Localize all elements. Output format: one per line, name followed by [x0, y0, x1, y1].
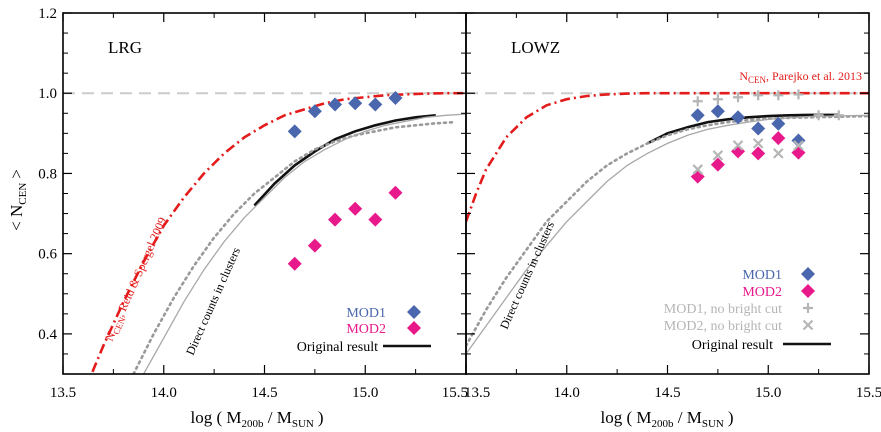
- point-mod1-no-bright-cut-6: [813, 110, 824, 121]
- x-tick-label-0-0: 13.5: [50, 385, 76, 401]
- legend-label-original: Original result: [692, 338, 773, 353]
- curve-dash-dot-0: [466, 91, 869, 223]
- y-tick-label-1: 0.6: [38, 247, 57, 263]
- panel-lrg: 13.5 14.0 14.5 15.0 15.5 0.4 0.6 0.8 1.0 1.2 LRG NC…: [38, 6, 468, 401]
- y-tick-label-0: 0.4: [38, 327, 57, 343]
- point-mod2-no-bright-cut-3: [752, 138, 764, 149]
- point-mod1-4: [368, 97, 383, 112]
- point-mod2-3: [751, 146, 766, 161]
- point-mod1-no-bright-cut-0: [692, 96, 703, 107]
- curve-dotted-2: [132, 120, 458, 374]
- curve-dotted-2: [466, 114, 869, 348]
- point-mod1-2: [328, 97, 343, 112]
- point-mod1-no-bright-cut-1: [712, 94, 723, 105]
- point-mod1-0: [287, 124, 302, 139]
- panel-title-lowz: LOWZ: [511, 38, 560, 57]
- legend-label-mod2: MOD2: [346, 322, 386, 337]
- point-mod2-5: [388, 185, 403, 200]
- x-tick-label-0-2: 14.5: [251, 385, 277, 401]
- y-tick-label-3: 1.0: [38, 86, 57, 102]
- legend-label-mod2-no-bright-cut: MOD2, no bright cut: [664, 319, 782, 334]
- point-mod2-1: [710, 157, 725, 172]
- point-mod2-0: [287, 256, 302, 271]
- point-mod2-no-bright-cut-4: [773, 148, 784, 159]
- point-mod2-4: [771, 131, 786, 146]
- y-tick-label-4: 1.2: [38, 6, 57, 22]
- legend-label-mod2: MOD2: [742, 285, 782, 300]
- legend-marker-mod2-no-bright-cut: [802, 319, 814, 331]
- legend-label-mod1: MOD1: [742, 268, 782, 283]
- point-mod2-no-bright-cut-1: [712, 150, 724, 161]
- y-axis-title: < NCEN>: [7, 169, 29, 231]
- point-mod2-no-bright-cut-0: [692, 164, 704, 175]
- legend-marker-mod2: [407, 321, 421, 335]
- x-tick-label-0-4: 15.5: [442, 385, 468, 401]
- x-axis-title-right: log ( M200b / MSUN): [600, 408, 733, 430]
- label-direct-counts-right: Direct counts in clusters: [497, 219, 557, 331]
- point-mod1-0: [690, 108, 705, 123]
- point-mod1-2: [731, 110, 746, 125]
- point-mod2-1: [307, 238, 322, 253]
- legend-label-original: Original result: [297, 340, 378, 355]
- legend-label-mod1: MOD1: [346, 306, 386, 321]
- point-mod2-no-bright-cut-2: [732, 140, 744, 151]
- x-axis-title-left: log ( M200b / MSUN): [190, 408, 323, 430]
- point-mod2-3: [348, 201, 363, 216]
- label-reid-spergel: NCEN, Reid & Spergel 2009: [102, 215, 171, 344]
- point-mod1-no-bright-cut-3: [753, 90, 764, 101]
- curve-solid-thin-3: [143, 113, 466, 374]
- panel-title-lrg: LRG: [108, 38, 142, 57]
- point-mod1-5: [791, 133, 806, 148]
- legend-marker-mod1-no-bright-cut: [803, 303, 813, 313]
- legend-label-mod1-no-bright-cut: MOD1, no bright cut: [664, 302, 782, 317]
- point-mod1-1: [710, 104, 725, 119]
- point-mod2-4: [368, 212, 383, 227]
- curve-solid-1: [253, 114, 436, 207]
- point-mod2-0: [690, 169, 705, 184]
- point-mod1-3: [348, 96, 363, 111]
- x-tick-label-1-1: 14.0: [554, 385, 580, 401]
- point-mod1-no-bright-cut-7: [833, 110, 844, 121]
- point-mod1-1: [307, 104, 322, 119]
- legend-marker-mod1: [407, 305, 421, 319]
- y-tick-label-2: 0.8: [38, 166, 57, 182]
- curve-dash-dot-0: [90, 91, 466, 374]
- label-direct-counts-left: Direct counts in clusters: [183, 245, 243, 357]
- x-tick-label-0-3: 15.0: [352, 385, 378, 401]
- point-mod2-2: [328, 212, 343, 227]
- x-tick-label-1-3: 15.0: [755, 385, 781, 401]
- point-mod1-5: [388, 91, 403, 106]
- point-mod2-5: [791, 145, 806, 160]
- x-tick-label-1-0: 13.5: [464, 385, 490, 401]
- x-tick-label-1-2: 14.5: [654, 385, 680, 401]
- point-mod1-3: [751, 121, 766, 136]
- point-mod1-no-bright-cut-5: [793, 89, 804, 100]
- legend-marker-mod1: [801, 267, 815, 281]
- label-parejko: NCEN, Parejko et al. 2013: [739, 69, 862, 85]
- point-mod1-no-bright-cut-2: [733, 92, 744, 103]
- point-mod1-no-bright-cut-4: [773, 90, 784, 101]
- legend-right: MOD1 MOD2 MOD1, no bright cut MOD2, no brig…: [664, 267, 831, 353]
- point-mod2-no-bright-cut-5: [793, 140, 804, 151]
- panel-lowz: 13.5 14.0 14.5 15.0 15.5 LOWZ Direct counts in…: [464, 12, 881, 401]
- x-tick-label-1-4: 15.5: [856, 385, 881, 401]
- legend-marker-mod2: [801, 284, 815, 298]
- point-mod1-4: [771, 116, 786, 131]
- x-tick-label-0-1: 14.0: [151, 385, 177, 401]
- curve-solid-thin-3: [466, 114, 869, 355]
